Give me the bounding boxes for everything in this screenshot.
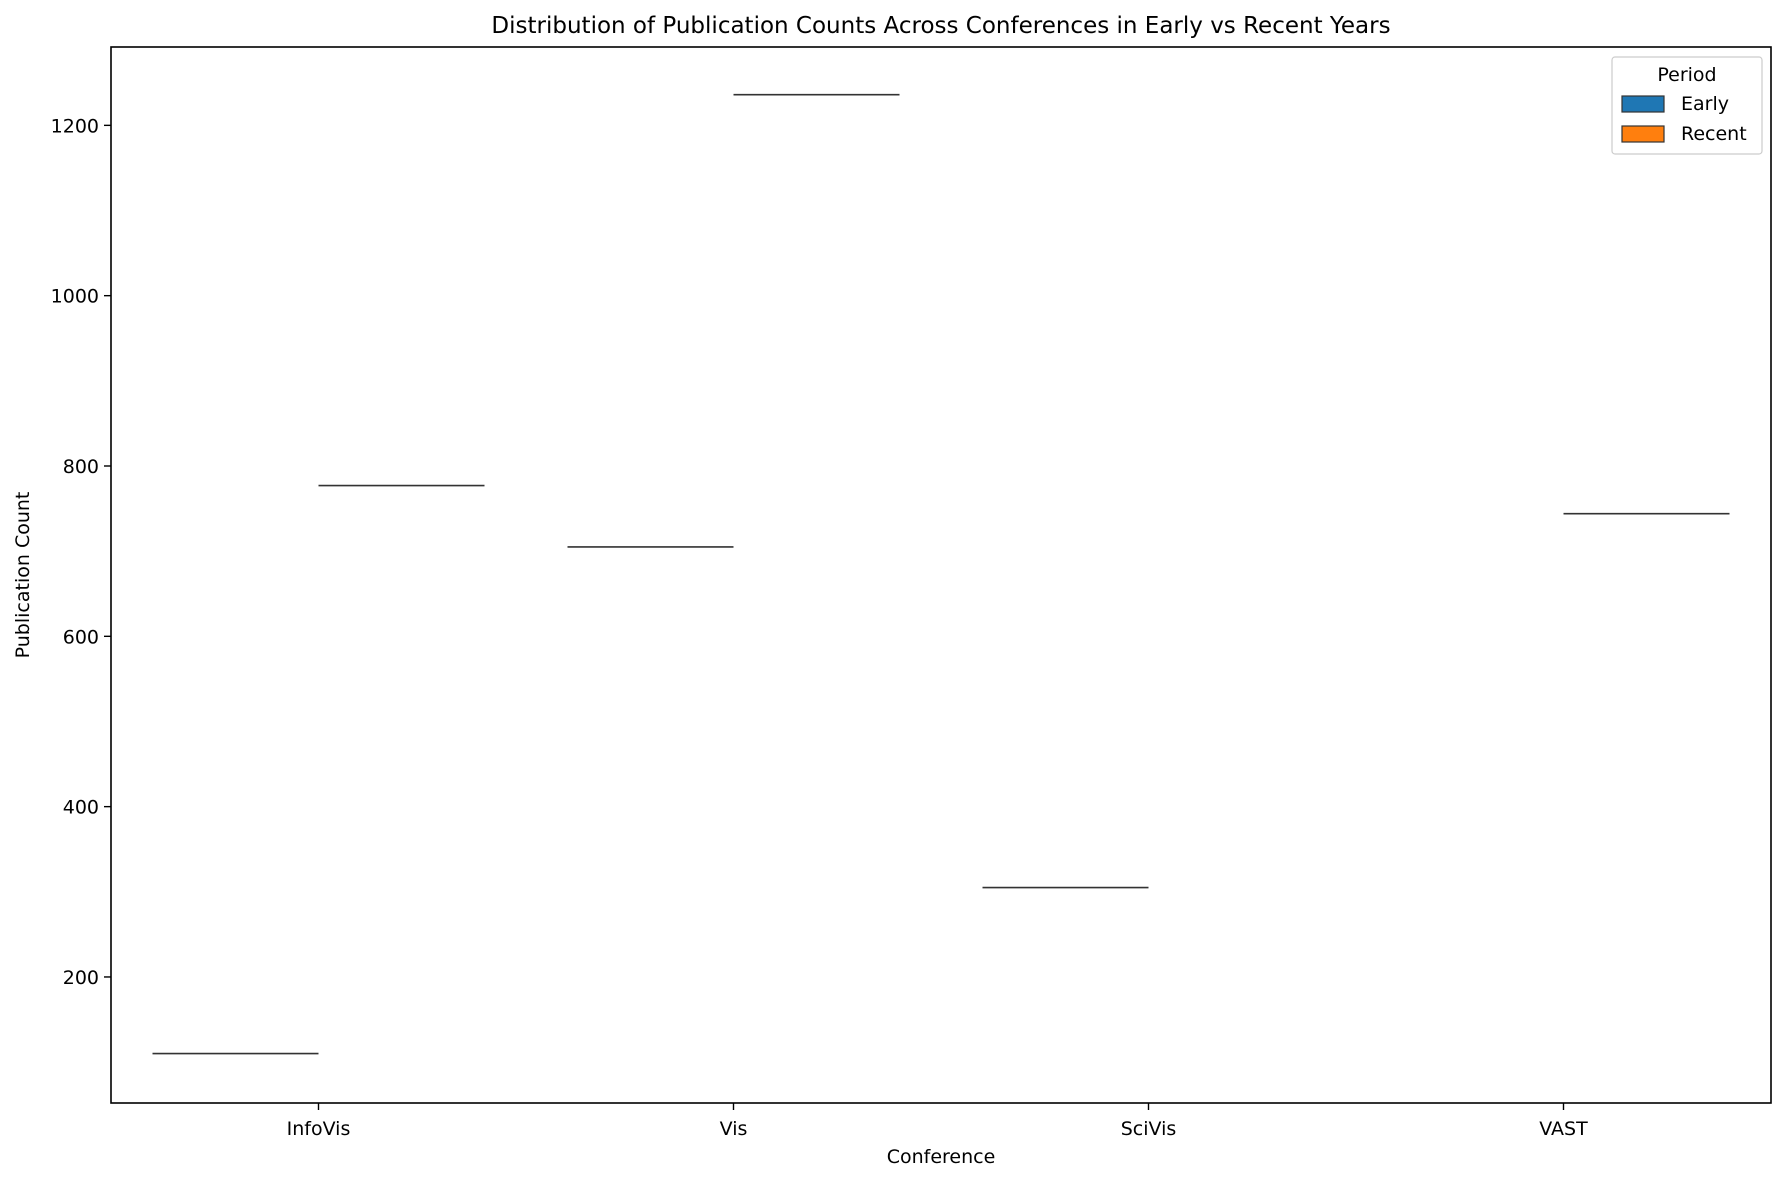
y-tick-label: 400 — [63, 797, 99, 819]
y-axis-label: Publication Count — [12, 492, 34, 659]
plot-area-frame — [110, 46, 1772, 1104]
x-tick-label: Vis — [720, 1118, 748, 1140]
y-tick-label: 200 — [63, 967, 99, 989]
x-axis: InfoVis Vis SciVis VAST — [287, 1103, 1588, 1140]
legend: Period Early Recent — [1611, 56, 1763, 155]
violin-marks — [152, 93, 1730, 1055]
y-tick-label: 800 — [63, 456, 99, 478]
y-tick-label: 1000 — [51, 286, 99, 308]
legend-title: Period — [1657, 64, 1716, 86]
x-tick-label: SciVis — [1121, 1118, 1177, 1140]
y-axis: 200 400 600 800 1000 1200 — [51, 115, 111, 989]
legend-label-early: Early — [1681, 93, 1729, 115]
x-axis-label: Conference — [887, 1146, 996, 1168]
chart-title: Distribution of Publication Counts Acros… — [491, 13, 1390, 39]
x-tick-label: VAST — [1539, 1118, 1588, 1140]
y-tick-label: 600 — [63, 626, 99, 648]
x-tick-label: InfoVis — [287, 1118, 351, 1140]
legend-swatch-recent — [1621, 125, 1665, 143]
legend-label-recent: Recent — [1681, 123, 1747, 145]
legend-swatch-early — [1621, 95, 1665, 113]
y-tick-label: 1200 — [51, 115, 99, 137]
legend-entries: Early Recent — [1621, 93, 1747, 145]
